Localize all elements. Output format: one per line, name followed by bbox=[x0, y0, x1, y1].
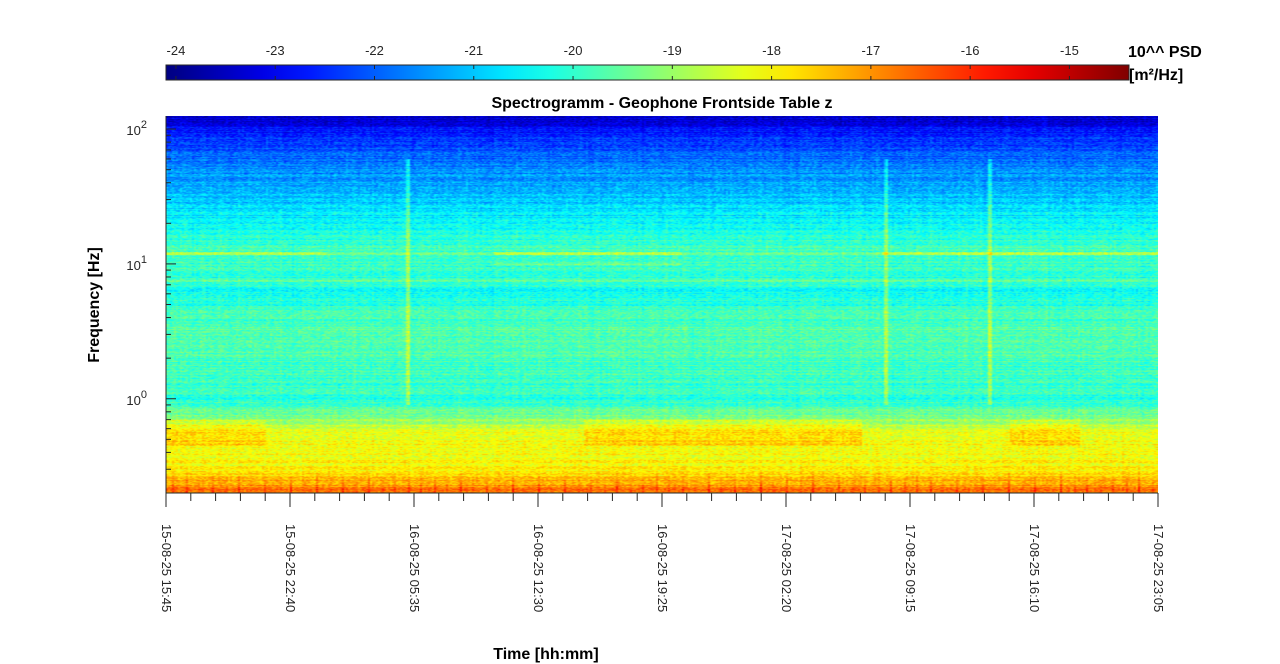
x-tick-label: 16-08-25 12:30 bbox=[531, 524, 546, 612]
y-tick-label: 100 bbox=[126, 389, 147, 408]
colorbar-tick-label: -15 bbox=[1060, 43, 1079, 58]
chart-title: Spectrogramm - Geophone Frontside Table … bbox=[491, 95, 832, 112]
x-tick-label: 16-08-25 05:35 bbox=[407, 524, 422, 612]
x-tick-label: 17-08-25 09:15 bbox=[903, 524, 918, 612]
y-tick-base: 10 bbox=[126, 258, 140, 273]
spectrogram-heatmap bbox=[166, 116, 1158, 493]
y-tick-label: 102 bbox=[126, 119, 147, 138]
colorbar-tick-label: -22 bbox=[365, 43, 384, 58]
colorbar bbox=[165, 64, 1130, 81]
colorbar-label-line2: [m²/Hz] bbox=[1129, 67, 1183, 84]
colorbar-tick-label: -17 bbox=[861, 43, 880, 58]
colorbar-ticks: -24 -23 -22 -21 -20 -19 -18 -17 -16 -15 bbox=[167, 43, 1079, 80]
y-tick-label: 101 bbox=[126, 254, 147, 273]
x-tick-label: 17-08-25 23:05 bbox=[1151, 524, 1166, 612]
y-axis-label: Frequency [Hz] bbox=[86, 247, 103, 363]
colorbar-tick-label: -18 bbox=[762, 43, 781, 58]
x-axis-label: Time [hh:mm] bbox=[493, 646, 598, 663]
y-tick-exponent: 0 bbox=[141, 389, 147, 401]
x-tick-label: 17-08-25 02:20 bbox=[779, 524, 794, 612]
colorbar-tick-label: -19 bbox=[663, 43, 682, 58]
x-tick-label: 15-08-25 22:40 bbox=[283, 524, 298, 612]
x-tick-label: 17-08-25 16:10 bbox=[1027, 524, 1042, 612]
colorbar-tick-label: -20 bbox=[564, 43, 583, 58]
y-tick-base: 10 bbox=[126, 123, 140, 138]
y-tick-base: 10 bbox=[126, 393, 140, 408]
colorbar-label-line1: 10^^ PSD bbox=[1128, 44, 1202, 61]
x-tick-label: 15-08-25 15:45 bbox=[159, 524, 174, 612]
y-tick-exponent: 1 bbox=[141, 254, 147, 266]
colorbar-tick-label: -21 bbox=[464, 43, 483, 58]
x-axis-ticks: 15-08-25 15:45 15-08-25 22:40 16-08-25 05:… bbox=[159, 493, 1166, 612]
colorbar-tick-label: -23 bbox=[266, 43, 285, 58]
colorbar-tick-label: -24 bbox=[167, 43, 186, 58]
y-tick-exponent: 2 bbox=[141, 119, 147, 131]
colorbar-tick-label: -16 bbox=[961, 43, 980, 58]
x-tick-label: 16-08-25 19:25 bbox=[655, 524, 670, 612]
